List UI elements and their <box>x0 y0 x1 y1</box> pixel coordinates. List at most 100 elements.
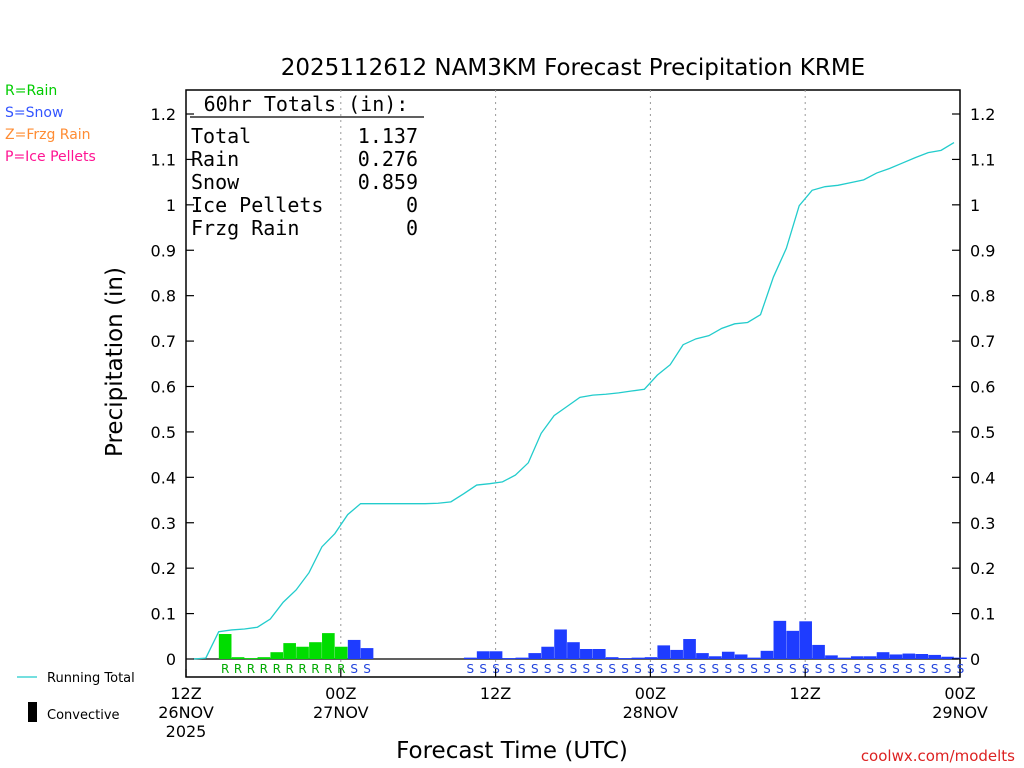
y-tick-label-right: 0.5 <box>970 423 995 442</box>
y-tick-label-right: 0.2 <box>970 559 995 578</box>
plot-area <box>185 89 961 678</box>
precip-type-label: R <box>298 662 306 676</box>
legend-rain: R=Rain <box>5 83 58 99</box>
precip-type-label: S <box>479 662 487 676</box>
precip-type-label: S <box>763 662 771 676</box>
y-tick-label-right: 0.4 <box>970 468 995 487</box>
y-tick-label-right: 0.1 <box>970 605 995 624</box>
precip-bar <box>876 652 890 659</box>
precip-bar <box>644 657 658 659</box>
precip-type-label: R <box>311 662 319 676</box>
totals-row-label: Total <box>191 124 251 148</box>
precip-bar <box>941 656 954 659</box>
precip-type-label: S <box>789 662 797 676</box>
x-tick-label: 00Z <box>325 684 356 703</box>
precip-type-label: S <box>363 662 371 676</box>
precip-type-label: S <box>466 662 474 676</box>
y-tick-label-left: 0.4 <box>151 468 176 487</box>
running-total-layer <box>192 142 955 660</box>
totals-row-value: 1.137 <box>358 124 418 148</box>
y-tick-label-left: 0.1 <box>151 605 176 624</box>
precip-bar <box>283 643 296 659</box>
totals-row-label: Rain <box>191 147 239 171</box>
chart-title: 2025112612 NAM3KM Forecast Precipitation… <box>281 55 865 81</box>
precip-type-label: S <box>879 662 887 676</box>
y-tick-label-left: 0.9 <box>151 241 176 260</box>
precip-type-label: S <box>660 662 668 676</box>
precip-type-labels: RRRRRRRRRRSSSSSSSSSSSSSSSSSSSSSSSSSSSSSS… <box>221 662 964 676</box>
precip-bar <box>631 657 645 659</box>
x-tick-label: 26NOV <box>158 703 214 722</box>
precip-type-label: S <box>892 662 900 676</box>
precip-type-label: S <box>505 662 513 676</box>
x-tick-label: 00Z <box>635 684 666 703</box>
precip-bar <box>231 657 245 659</box>
y-tick-label-left: 0.7 <box>151 332 176 351</box>
plot-frame <box>185 89 961 678</box>
precip-bar <box>721 651 735 659</box>
precip-type-label: S <box>828 662 836 676</box>
precip-type-label: S <box>918 662 926 676</box>
x-tick-label: 00Z <box>944 684 975 703</box>
x-axis-label: Forecast Time (UTC) <box>396 738 628 764</box>
precip-type-label: S <box>583 662 591 676</box>
x-tick-label: 12Z <box>170 684 201 703</box>
totals-row-value: 0.276 <box>358 147 418 171</box>
precip-bar <box>915 654 929 659</box>
totals-row-value: 0 <box>406 216 418 240</box>
precip-bar <box>825 655 838 659</box>
credit-text: coolwx.com/modelts <box>861 747 1015 765</box>
precip-type-label: S <box>931 662 939 676</box>
precip-bar <box>218 634 232 659</box>
x-tick-label: 29NOV <box>932 703 988 722</box>
precip-type-label: S <box>944 662 952 676</box>
precip-bar <box>670 649 683 659</box>
y-tick-label-left: 1.2 <box>151 105 176 124</box>
precip-type-label: S <box>634 662 642 676</box>
precip-bar <box>309 642 322 659</box>
x-tick-label: 12Z <box>790 684 821 703</box>
y-tick-label-left: 0.3 <box>151 514 176 533</box>
precip-bar <box>786 630 800 659</box>
convective-legend-swatch <box>28 702 37 722</box>
precip-bar <box>463 657 477 659</box>
y-tick-label-right: 1 <box>970 196 980 215</box>
totals-row-label: Snow <box>191 170 240 194</box>
precip-type-label: S <box>853 662 861 676</box>
precip-bar <box>902 653 916 659</box>
precip-bar <box>334 646 348 659</box>
precip-bar <box>296 646 309 659</box>
precip-bars <box>218 620 967 660</box>
precip-bar <box>954 657 967 659</box>
y-tick-label-left: 1.1 <box>151 150 176 169</box>
totals-header: 60hr Totals (in): <box>204 92 409 116</box>
y-tick-label-right: 0.6 <box>970 378 995 397</box>
precip-bar <box>270 652 284 659</box>
precip-type-label: R <box>260 662 268 676</box>
precip-bar <box>799 621 812 659</box>
precip-bar <box>489 651 503 659</box>
precip-type-label: S <box>776 662 784 676</box>
precip-bar <box>605 657 619 659</box>
precip-bar <box>928 654 941 659</box>
precip-bar <box>322 633 335 659</box>
totals-row-label: Frzg Rain <box>191 216 299 240</box>
precip-type-label: R <box>285 662 293 676</box>
precip-type-label: S <box>737 662 745 676</box>
precip-bar <box>760 650 774 659</box>
precip-type-label: S <box>595 662 603 676</box>
precip-type-label: S <box>699 662 707 676</box>
precip-type-legend: R=Rain S=Snow Z=Frzg Rain P=Ice Pellets <box>5 80 96 168</box>
precip-bar <box>567 642 580 659</box>
precip-bar <box>696 653 709 659</box>
totals-row-value: 0 <box>406 193 418 217</box>
running-total-legend-label: Running Total <box>47 671 135 686</box>
precip-type-label: R <box>234 662 242 676</box>
y-tick-label-left: 0.6 <box>151 378 176 397</box>
precip-bar <box>515 657 529 659</box>
precip-bar <box>347 639 361 659</box>
precip-type-label: S <box>531 662 539 676</box>
precip-type-label: S <box>724 662 732 676</box>
totals-row-value: 0.859 <box>358 170 418 194</box>
